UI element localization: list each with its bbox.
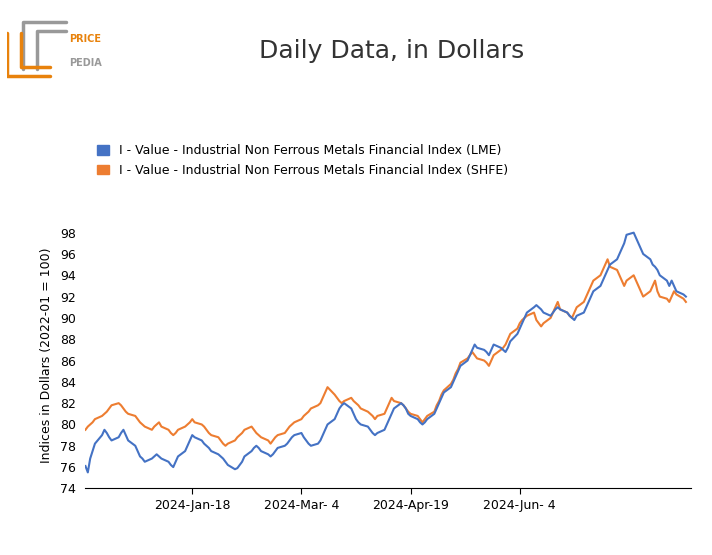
Legend: I - Value - Industrial Non Ferrous Metals Financial Index (LME), I - Value - Ind: I - Value - Industrial Non Ferrous Metal… — [92, 139, 513, 181]
Text: PRICE: PRICE — [69, 34, 101, 44]
Text: PEDIA: PEDIA — [69, 58, 102, 68]
Y-axis label: Indices in Dollars (2022-01 = 100): Indices in Dollars (2022-01 = 100) — [40, 248, 53, 463]
Text: Daily Data, in Dollars: Daily Data, in Dollars — [259, 39, 524, 63]
